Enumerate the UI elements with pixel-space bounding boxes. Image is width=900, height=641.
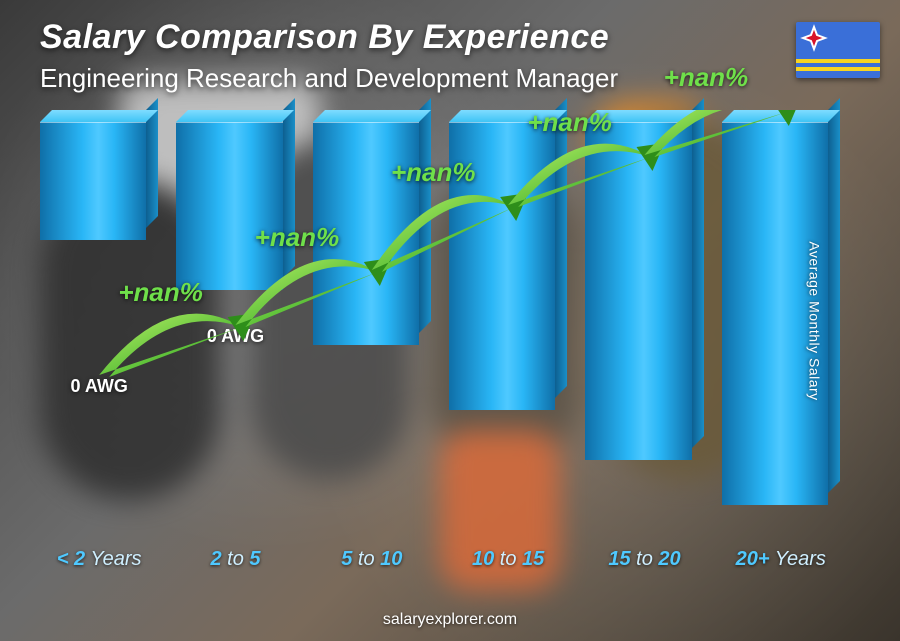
bar-value-label: 0 AWG [70, 376, 127, 397]
y-axis-label: Average Monthly Salary [806, 241, 822, 400]
flag-icon [796, 22, 880, 78]
growth-pct-label: +nan% [664, 62, 749, 93]
infographic-stage: Salary Comparison By Experience Engineer… [0, 0, 900, 641]
bar [176, 110, 294, 290]
growth-pct-label: +nan% [118, 277, 203, 308]
bar-slot: 0 AWG [40, 110, 158, 537]
growth-pct-label: +nan% [527, 107, 612, 138]
x-axis-label: < 2 Years [40, 548, 158, 571]
bar [449, 110, 567, 410]
x-axis-label: 2 to 5 [176, 548, 294, 571]
bar-slot: 0 AWG [585, 110, 703, 537]
bar [585, 110, 703, 460]
x-axis-label: 5 to 10 [313, 548, 431, 571]
bar-value-label: 0 AWG [207, 326, 264, 347]
footer-credit: salaryexplorer.com [0, 611, 900, 629]
chart-title: Salary Comparison By Experience [40, 18, 618, 57]
chart-subtitle: Engineering Research and Development Man… [40, 63, 618, 94]
growth-pct-label: +nan% [391, 157, 476, 188]
bar-chart: 0 AWG0 AWG0 AWG0 AWG0 AWG0 AWG < 2 Years… [40, 110, 840, 571]
x-axis-labels: < 2 Years 2 to 5 5 to 10 10 to 15 15 to 20 20… [40, 548, 840, 571]
bar [40, 110, 158, 240]
x-axis-label: 20+ Years [722, 548, 840, 571]
bar-slot: 0 AWG [176, 110, 294, 537]
x-axis-label: 15 to 20 [585, 548, 703, 571]
growth-pct-label: +nan% [255, 222, 340, 253]
title-block: Salary Comparison By Experience Engineer… [40, 18, 618, 94]
x-axis-label: 10 to 15 [449, 548, 567, 571]
